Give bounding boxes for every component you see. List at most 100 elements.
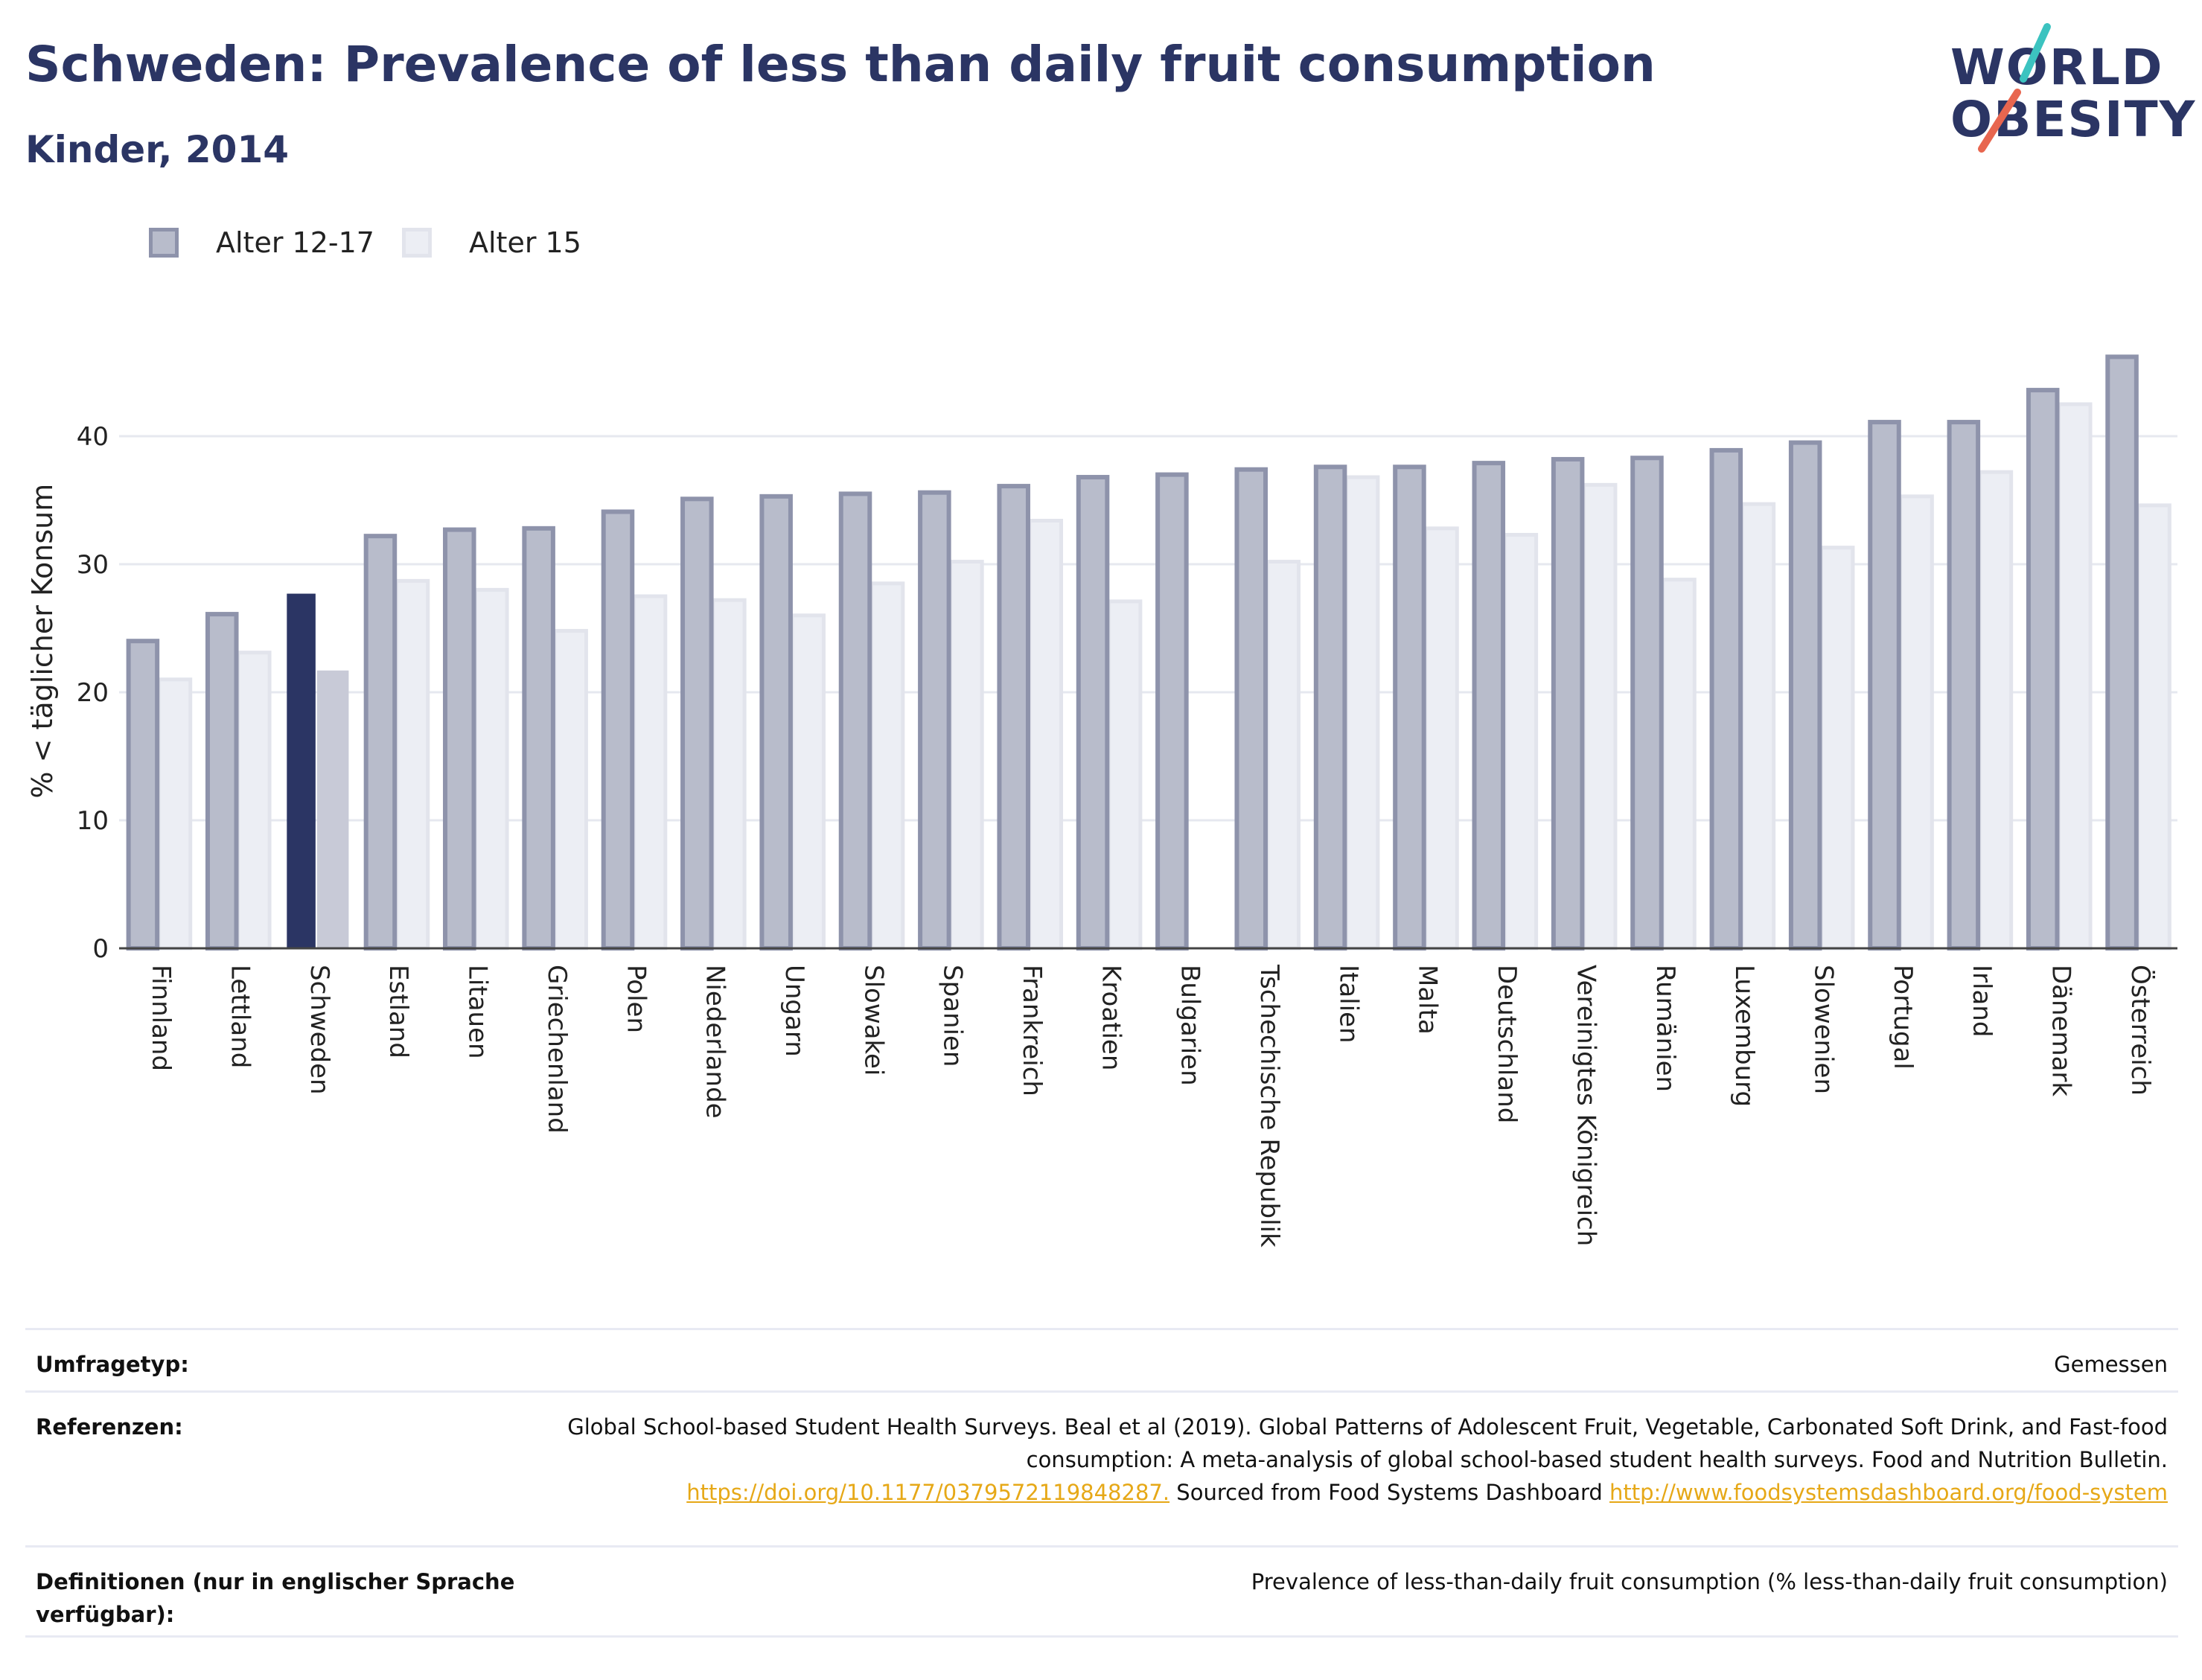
bar-alter-15 [473,587,509,951]
bar-alter-15 [1898,494,1934,951]
x-category-label: Lettland [226,965,255,1068]
bar-alter-12-17 [287,593,316,948]
chart-title: Schweden: Prevalence of less than daily … [25,36,1656,93]
bar-alter-12-17 [2026,388,2060,951]
meta-row-survey-type: Umfragetyp: Gemessen [25,1328,2178,1390]
x-category-label: Tschechische Republik [1254,964,1284,1248]
chart-subtitle: Kinder, 2014 [25,128,290,171]
reference-source-text: Sourced from Food Systems Dashboard [1176,1480,1603,1505]
doi-link[interactable]: https://doi.org/10.1177/0379572119848287… [686,1480,1170,1505]
bar-alter-15 [1027,519,1064,951]
x-category-label: Vereinigtes Königreich [1571,965,1601,1246]
legend-swatch [149,228,179,258]
logo-text-line1: WORLD [1950,39,2164,96]
bar-alter-12-17 [443,527,476,951]
bar-alter-12-17 [1947,420,1981,951]
bar-alter-12-17 [1868,420,1901,951]
bar-alter-15 [2136,503,2171,951]
x-category-label: Bulgarien [1175,965,1205,1086]
bar-alter-15 [711,598,747,951]
bar-alter-12-17 [1709,447,1743,951]
x-category-label: Italien [1333,965,1363,1044]
bar-alter-15 [1502,532,1539,951]
legend-swatch [402,228,432,258]
x-category-label: Spanien [938,965,968,1067]
y-tick-label: 0 [92,934,109,964]
bar-alter-12-17 [126,639,160,951]
meta-value: Global School-based Student Health Surve… [567,1411,2168,1509]
bar-alter-12-17 [1630,456,1664,951]
legend-label: Alter 15 [469,226,581,259]
y-tick-label: 30 [77,550,109,580]
x-category-label: Portugal [1888,965,1918,1070]
bar-alter-12-17 [838,491,872,951]
bar-chart: 0 10 20 30 40 % < täglicher Konsum Finnland Let… [26,354,2177,1248]
bar-alter-12-17 [1472,461,1506,951]
x-category-label: Schweden [304,965,334,1095]
bar-alter-12-17 [522,526,555,951]
x-category-label: Ungarn [779,965,809,1057]
bar-alter-12-17 [2105,354,2139,951]
bar-alter-12-17 [918,490,951,951]
x-category-label: Estland [383,965,413,1058]
bar-alter-15 [1661,578,1697,951]
meta-key: Umfragetyp: [36,1352,189,1377]
x-category-label: Kroatien [1096,965,1126,1070]
meta-key: Referenzen: [36,1414,183,1440]
meta-row-references: Referenzen: Global School-based Student … [25,1390,2178,1545]
y-tick-label: 20 [77,678,109,708]
meta-value: Prevalence of less-than-daily fruit cons… [1251,1569,2168,1594]
bar-alter-12-17 [759,494,793,951]
x-category-label: Dänemark [2046,965,2075,1096]
reference-text: Global School-based Student Health Surve… [567,1414,2168,1472]
bar-alter-12-17 [1234,467,1268,951]
food-systems-link[interactable]: http://www.foodsystemsdashboard.org/food… [1609,1480,2168,1505]
x-category-label: Finnland [146,965,176,1071]
bar-alter-15 [552,628,588,951]
logo-slash-icon [1978,23,2051,153]
world-obesity-logo: WORLD OBESITY [1935,21,2195,162]
x-category-label: Niederlande [701,965,730,1119]
meta-key: Definitionen (nur in englischer Sprache … [36,1569,515,1627]
bar-alter-12-17 [1076,475,1110,951]
bar-alter-15 [394,578,430,951]
bar-alter-15 [1977,470,2014,951]
x-category-label: Polen [621,965,651,1033]
x-category-label: Luxemburg [1729,965,1759,1107]
bar-alter-15 [1106,599,1143,951]
bar-alter-15 [316,670,349,948]
bar-alter-15 [631,594,668,951]
x-category-label: Österreich [2125,965,2156,1096]
bar-alter-15 [869,581,905,951]
bar-alter-15 [236,651,272,951]
x-category-label: Malta [1413,965,1443,1035]
bar-alter-15 [1423,526,1459,951]
bar-alter-15 [1344,475,1380,951]
metadata-table: Umfragetyp: Gemessen Referenzen: Global … [25,1328,2178,1638]
x-category-label: Rumänien [1650,965,1680,1092]
bar-alter-12-17 [601,509,635,951]
bar-alter-15 [1265,560,1301,951]
x-category-label: Irland [1967,965,1997,1037]
x-category-label: Deutschland [1492,965,1522,1123]
bar-alter-15 [948,560,984,951]
meta-row-definitions: Definitionen (nur in englischer Sprache … [25,1545,2178,1638]
bar-alter-12-17 [1551,456,1585,951]
bar-alter-15 [2056,402,2093,951]
bar-alter-15 [156,677,193,951]
bar-alter-12-17 [1393,464,1426,951]
y-tick-label: 40 [77,422,109,452]
bar-alter-12-17 [1155,472,1189,951]
y-tick-label: 10 [77,806,109,836]
x-category-label: Slowakei [858,965,888,1076]
legend-item-age-12-17[interactable]: Alter 12-17 [149,222,374,264]
bar-alter-12-17 [1788,440,1822,951]
x-category-label: Litauen [463,965,493,1059]
y-axis-title: % < täglicher Konsum [26,484,59,799]
meta-value: Gemessen [2054,1352,2168,1377]
bar-alter-12-17 [1313,464,1347,951]
bar-alter-15 [1819,546,1855,951]
bar-alter-12-17 [997,484,1030,951]
legend-item-age-15[interactable]: Alter 15 [402,222,581,264]
bar-alter-12-17 [680,496,714,951]
